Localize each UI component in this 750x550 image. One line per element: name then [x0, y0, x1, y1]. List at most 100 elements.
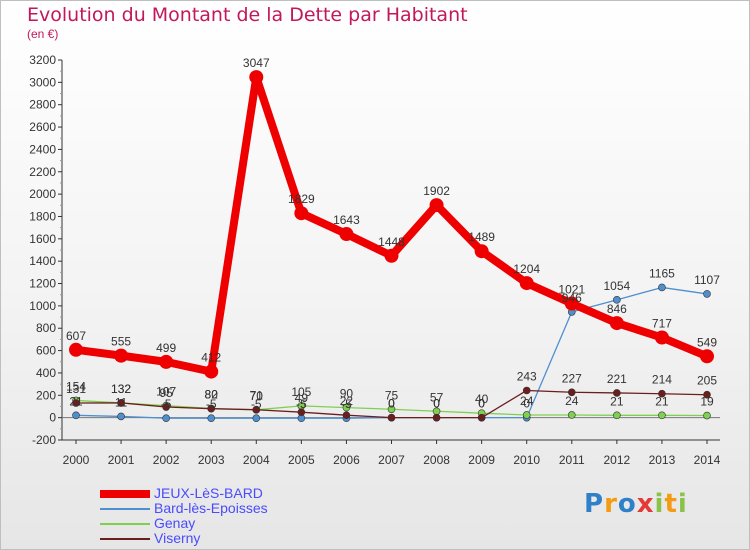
legend-label: Bard-lès-Epoisses	[154, 500, 268, 516]
data-point	[162, 403, 170, 411]
legend-label: JEUX-LèS-BARD	[154, 485, 263, 501]
data-point	[207, 414, 216, 423]
y-tick-label: 2000	[29, 187, 56, 201]
data-point	[342, 411, 351, 419]
data-label: 154	[66, 379, 86, 393]
data-label: 1448	[378, 235, 405, 249]
x-tick-label: 2009	[468, 453, 495, 467]
data-label: 22	[340, 394, 354, 408]
y-tick-label: 1800	[29, 209, 56, 223]
data-label: 1829	[288, 192, 315, 206]
data-label: 49	[295, 391, 309, 405]
data-point	[613, 411, 621, 420]
data-label: 227	[562, 371, 582, 385]
y-tick-label: 2200	[29, 165, 56, 179]
x-tick-label: 2008	[423, 453, 450, 467]
data-point	[613, 296, 621, 304]
y-tick-label: 1200	[29, 277, 56, 291]
data-label: -5	[251, 397, 262, 411]
data-label: -5	[296, 397, 307, 411]
data-label: 0	[523, 397, 530, 411]
data-point	[613, 389, 621, 397]
data-point	[207, 404, 216, 413]
data-label: 21	[69, 394, 83, 408]
data-point	[519, 276, 534, 291]
x-tick-label: 2006	[333, 453, 360, 467]
data-point	[522, 411, 531, 419]
data-point	[477, 413, 486, 422]
data-label: 0	[433, 397, 440, 411]
data-label: 24	[565, 394, 579, 408]
data-label: -5	[161, 397, 172, 411]
data-label: 40	[475, 392, 489, 406]
x-tick-label: 2007	[378, 453, 405, 467]
data-point	[700, 349, 714, 364]
data-label: 132	[111, 382, 131, 396]
legend-swatch	[100, 522, 150, 525]
x-tick-label: 2003	[198, 453, 225, 467]
data-label: 717	[652, 317, 672, 331]
logo-letter: i	[677, 489, 688, 519]
data-point	[703, 411, 711, 420]
data-point	[654, 330, 669, 345]
data-label: 1165	[649, 266, 675, 280]
y-tick-label: 200	[36, 388, 56, 402]
data-label: 82	[205, 387, 219, 401]
data-point	[252, 405, 261, 414]
data-label: 131	[66, 382, 86, 396]
y-tick-label: 1600	[29, 232, 56, 246]
data-point	[297, 408, 306, 416]
data-point	[522, 386, 531, 395]
legend-swatch	[100, 489, 150, 498]
x-tick-label: 2000	[63, 453, 90, 467]
data-point	[387, 413, 396, 422]
logo-letter: i	[654, 489, 665, 519]
data-point	[72, 411, 80, 420]
data-point	[114, 348, 129, 363]
data-label: 90	[340, 387, 354, 401]
legend-label: Genay	[154, 515, 196, 531]
data-label: -5	[341, 397, 352, 411]
data-point	[609, 316, 624, 331]
data-point	[249, 70, 264, 85]
y-tick-label: 0	[49, 411, 56, 425]
legend-swatch	[100, 507, 150, 510]
data-label: 549	[697, 335, 717, 349]
data-point	[159, 354, 174, 369]
data-point	[429, 198, 444, 213]
chart-title: Evolution du Montant de la Dette par Hab…	[27, 4, 468, 26]
data-point	[162, 414, 170, 423]
data-point	[432, 413, 441, 422]
data-label: 70	[250, 389, 264, 403]
data-label: 0	[478, 397, 485, 411]
data-point	[703, 290, 711, 298]
data-point	[564, 296, 579, 311]
x-tick-label: 2002	[153, 453, 180, 467]
data-point	[294, 206, 309, 221]
y-tick-label: 400	[36, 366, 56, 380]
y-tick-label: 2400	[29, 142, 56, 156]
proxiti-logo: Proxiti	[584, 489, 688, 519]
data-point	[703, 390, 711, 399]
data-label: 11	[115, 395, 128, 409]
data-label: 0	[433, 397, 440, 411]
data-point	[204, 364, 219, 379]
logo-letter: r	[604, 489, 618, 519]
y-tick-label: 600	[36, 344, 56, 358]
x-tick-label: 2011	[559, 453, 585, 467]
data-label: 1021	[558, 283, 585, 297]
x-tick-label: 2005	[288, 453, 315, 467]
data-label: 846	[607, 302, 627, 316]
data-label: 21	[655, 394, 669, 408]
data-point	[384, 248, 399, 263]
data-label: 1489	[468, 230, 495, 244]
data-label: 3047	[243, 56, 270, 70]
data-label: 0	[388, 397, 395, 411]
data-label: 555	[111, 335, 131, 349]
x-tick-label: 2010	[513, 453, 540, 467]
data-label: 75	[385, 388, 399, 402]
data-label: 1204	[513, 262, 540, 276]
y-tick-label: 2800	[29, 98, 56, 112]
x-tick-label: 2014	[694, 453, 721, 467]
